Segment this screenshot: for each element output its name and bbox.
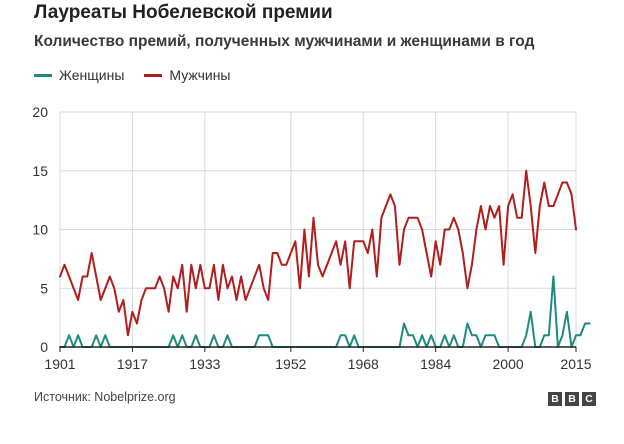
x-tick-label: 1917 <box>117 356 148 372</box>
bbc-logo: B B C <box>545 392 596 406</box>
y-tick-label: 20 <box>32 104 48 120</box>
legend-label-men: Мужчины <box>169 67 231 83</box>
bbc-logo-letter: C <box>582 392 596 406</box>
bbc-logo-letter: B <box>565 392 579 406</box>
legend-item-women: Женщины <box>34 67 124 83</box>
series-line-men <box>59 169 577 337</box>
x-tick-label: 1968 <box>348 356 379 372</box>
legend-item-men: Мужчины <box>144 67 231 83</box>
x-tick-label: 1901 <box>44 356 75 372</box>
legend: Женщины Мужчины <box>34 67 251 83</box>
x-tick-label: 1952 <box>275 356 306 372</box>
y-tick-label: 5 <box>40 280 48 296</box>
x-tick-label: 1984 <box>420 356 451 372</box>
y-tick-label: 0 <box>40 339 48 355</box>
x-tick-label: 2015 <box>560 356 591 372</box>
y-tick-label: 10 <box>32 222 48 238</box>
x-tick-label: 1933 <box>189 356 220 372</box>
source-note: Источник: Nobelprize.org <box>34 390 176 404</box>
legend-swatch-women <box>34 73 52 77</box>
legend-swatch-men <box>144 73 163 77</box>
legend-label-women: Женщины <box>59 67 125 83</box>
bbc-logo-letter: B <box>548 392 562 406</box>
chart-title: Лауреаты Нобелевской премии <box>34 2 333 23</box>
x-tick-label: 2000 <box>493 356 524 372</box>
y-tick-label: 15 <box>32 163 48 179</box>
chart-subtitle: Количество премий, полученных мужчинами … <box>34 33 535 50</box>
